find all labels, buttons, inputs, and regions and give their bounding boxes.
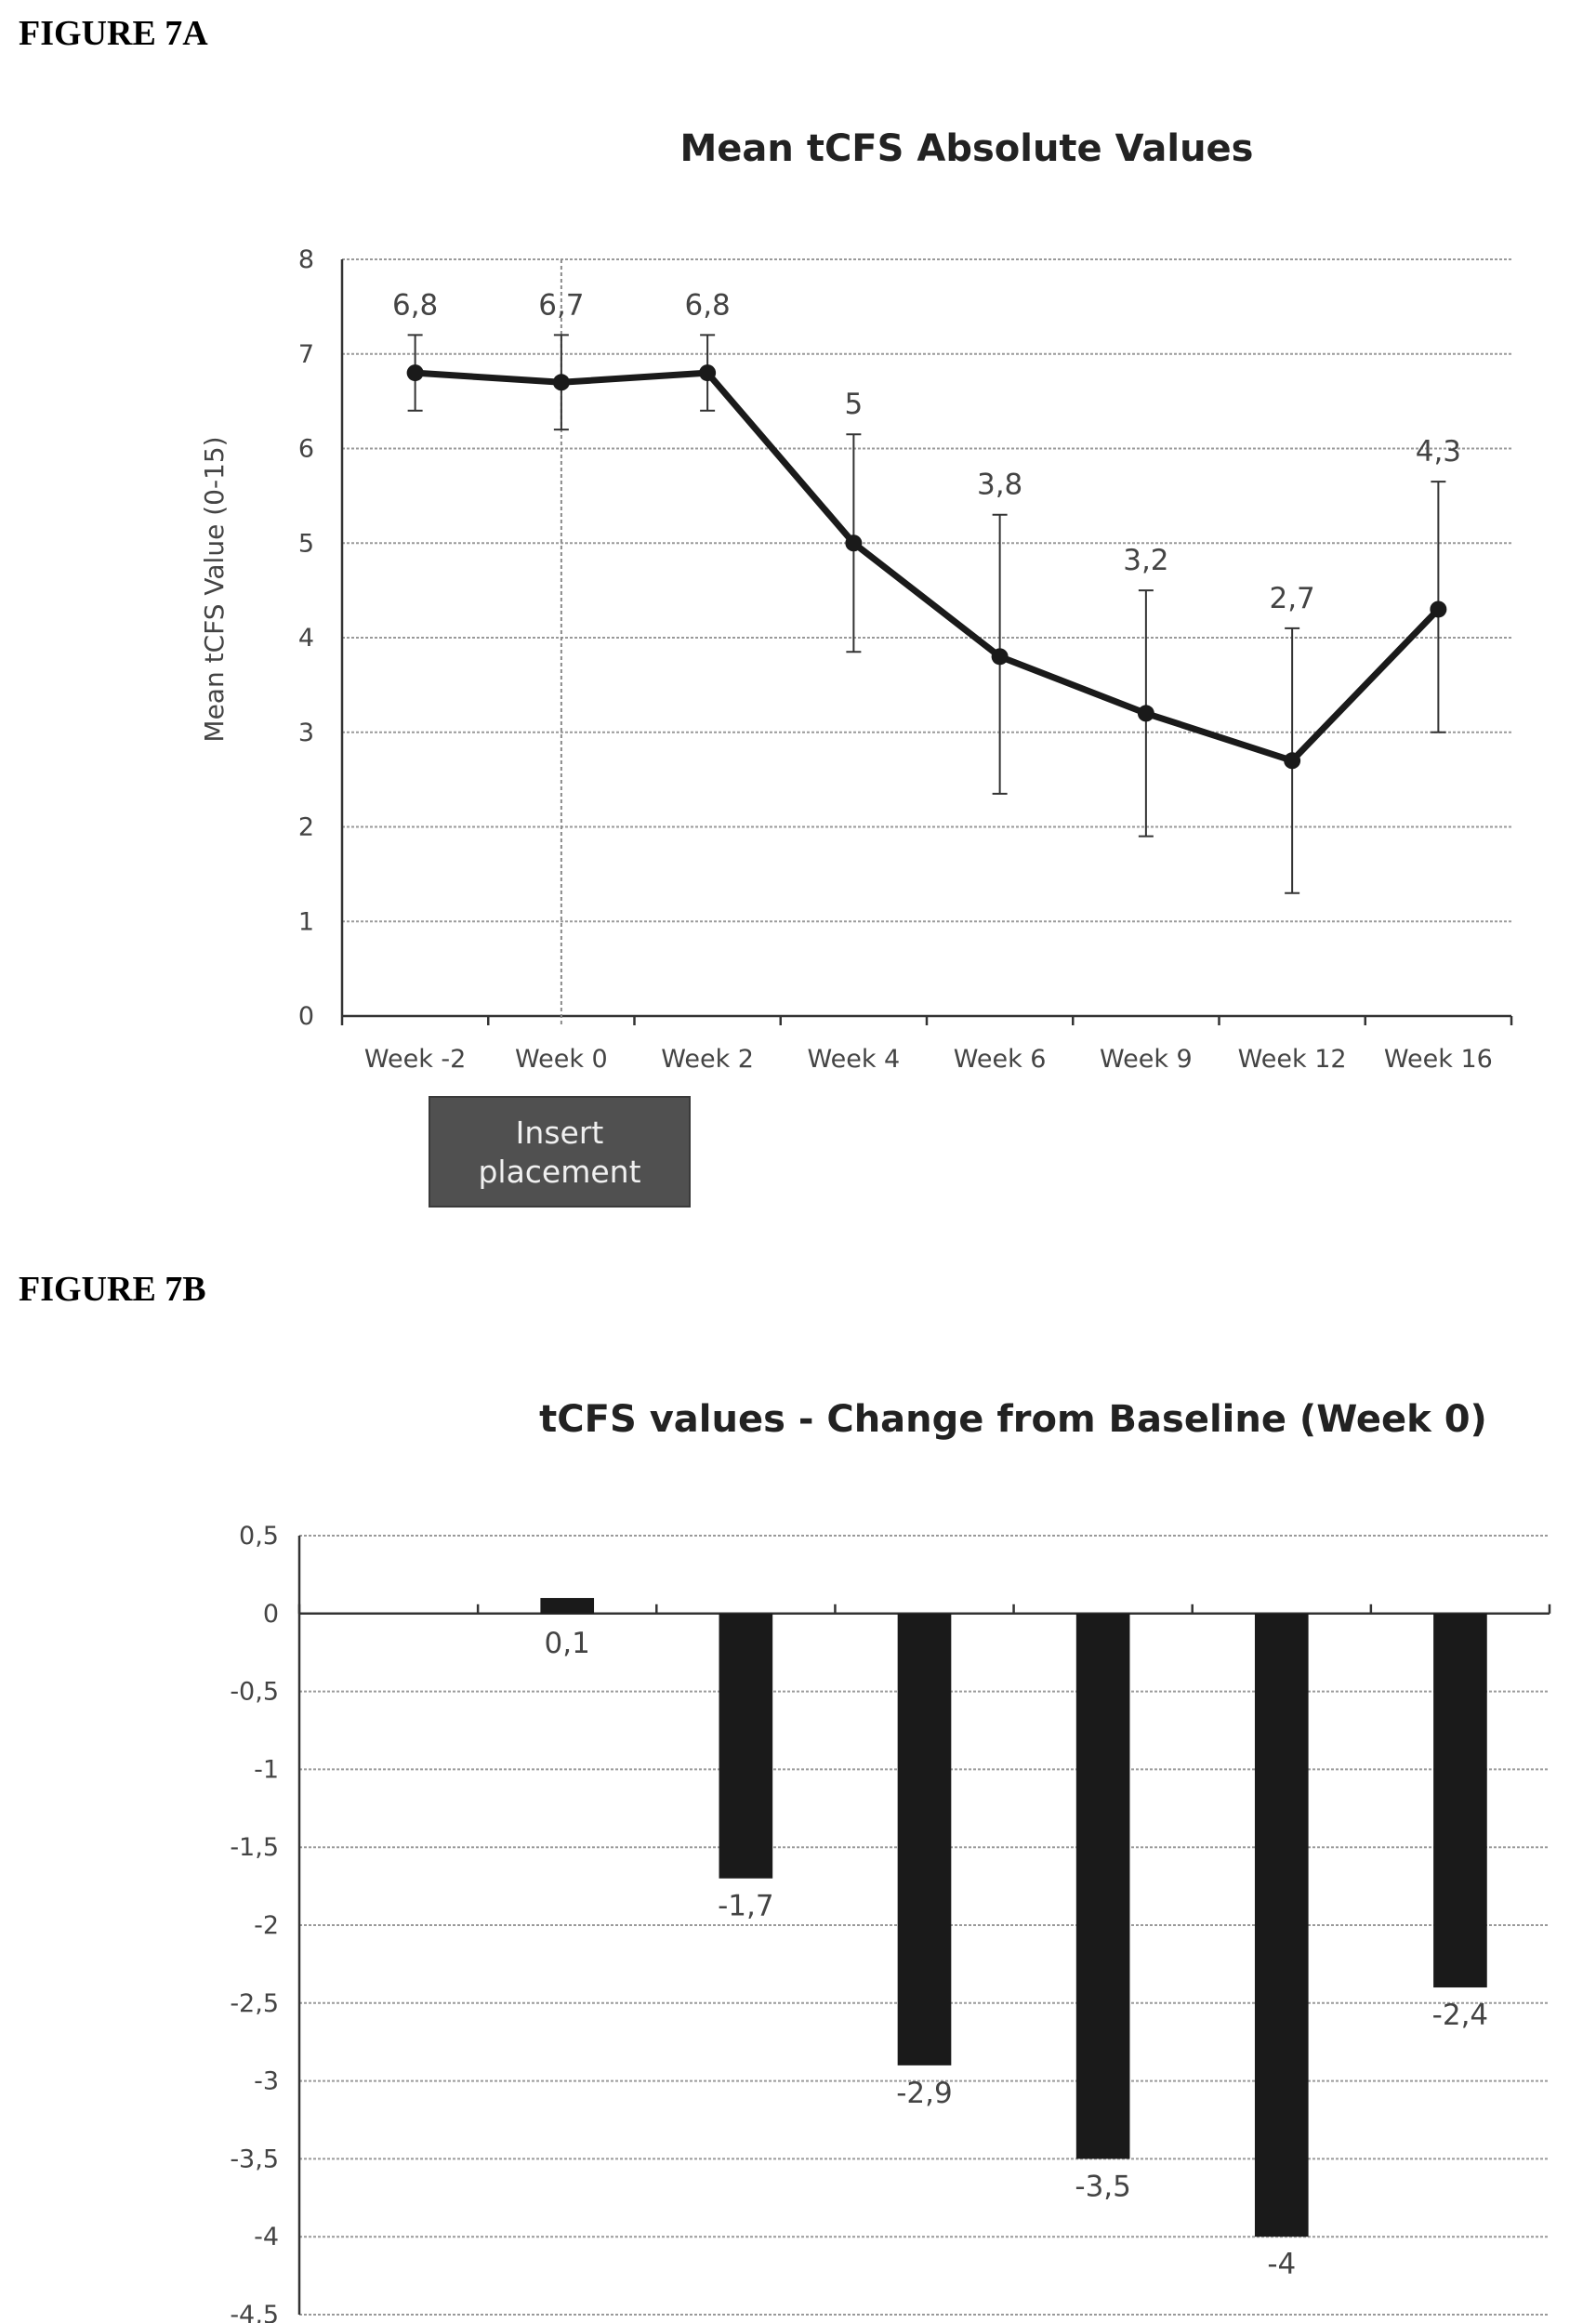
- gridlines: [342, 258, 1511, 923]
- data-point: [1137, 705, 1154, 722]
- y-tick-label: -2,5: [230, 1989, 279, 2018]
- y-tick-label: 4: [298, 624, 314, 653]
- data-point: [1430, 601, 1447, 618]
- tick-labels: 0,5 0 -0,5 -1 -1,5 -2 -2,5 -3 -3,5 -4 -4,5: [230, 1522, 279, 2323]
- y-axis-label: Mean tCFS Value (0-15): [199, 436, 230, 742]
- data-point: [991, 648, 1009, 666]
- data-label: 3,2: [1123, 544, 1168, 577]
- data-label: -2,9: [896, 2077, 953, 2110]
- y-tick-label: 3: [298, 719, 314, 747]
- x-tick-label: Week 2: [661, 1045, 754, 1074]
- y-tick-label: 2: [298, 813, 314, 842]
- chart-7b: tCFS values - Change from Baseline (Week…: [230, 1398, 1551, 2323]
- y-tick-label: -1,5: [230, 1833, 279, 1862]
- bar: [1254, 1613, 1309, 2237]
- data-label: -4: [1267, 2248, 1296, 2281]
- data-point: [845, 535, 863, 552]
- x-tick-label: Week 12: [1238, 1045, 1347, 1074]
- data-labels: 0,1 -1,7 -2,9 -3,5 -4 -2,4: [545, 1627, 1489, 2281]
- data-label: 6,8: [392, 288, 438, 322]
- y-tick-label: -1: [254, 1755, 279, 1784]
- insert-placement-label: Insert placement: [478, 1115, 640, 1190]
- x-tick-label: Week 16: [1384, 1045, 1493, 1074]
- bar: [1433, 1613, 1487, 1988]
- bar: [540, 1598, 595, 1614]
- data-label: -1,7: [718, 1890, 774, 1923]
- x-tick-label: Week 9: [1100, 1045, 1193, 1074]
- data-point: [1284, 752, 1301, 770]
- insert-placement-box: Insert placement: [429, 1096, 691, 1208]
- bar: [1075, 1613, 1130, 2159]
- x-tick-label: Week 6: [954, 1045, 1047, 1074]
- x-tick-label: Week 0: [515, 1045, 608, 1074]
- y-tick-label: -2: [254, 1911, 279, 1940]
- y-tick-label: 8: [298, 245, 314, 274]
- x-tick-label: Week -2: [364, 1045, 466, 1074]
- y-tick-label: -0,5: [230, 1678, 279, 1707]
- axes: [340, 259, 1513, 1027]
- figure-7b-label: FIGURE 7B: [19, 1270, 206, 1309]
- y-tick-label: 5: [298, 529, 314, 558]
- data-labels: 6,8 6,7 6,8 5 3,8 3,2 2,7 4,3: [392, 288, 1461, 614]
- y-tick-label: -3,5: [230, 2145, 279, 2173]
- data-point: [406, 364, 424, 382]
- y-tick-label: 7: [298, 340, 314, 369]
- y-tick-label: 1: [298, 907, 314, 936]
- data-label: 6,7: [538, 288, 584, 322]
- x-tick-label: Week 4: [808, 1045, 901, 1074]
- y-tick-label: 0,5: [239, 1522, 279, 1551]
- y-tick-label: 0: [298, 1002, 314, 1031]
- y-tick-label: 6: [298, 435, 314, 464]
- bar: [897, 1613, 952, 2066]
- bar: [719, 1613, 773, 1879]
- data-label: 5: [845, 388, 864, 421]
- data-label: 0,1: [545, 1627, 590, 1660]
- chart-title: Mean tCFS Absolute Values: [680, 127, 1254, 170]
- chart-title: tCFS values - Change from Baseline (Week…: [539, 1398, 1487, 1441]
- data-point: [699, 364, 717, 382]
- data-point: [552, 374, 570, 391]
- data-label: 6,8: [684, 288, 730, 322]
- y-tick-label: -4,5: [230, 2301, 279, 2323]
- y-tick-label: 0: [263, 1600, 279, 1629]
- data-label: 2,7: [1269, 582, 1314, 615]
- data-label: 4,3: [1416, 435, 1461, 469]
- chart-7a: Mean tCFS Absolute Values Mean tCFS Valu…: [199, 127, 1513, 1208]
- annotation-line: Insert: [516, 1115, 604, 1151]
- bars: [540, 1598, 1487, 2237]
- data-label: 3,8: [977, 469, 1022, 502]
- tick-labels: 0 1 2 3 4 5 6 7 8 Week -2 Week 0 Week 2 Week 4 Week 6…: [298, 245, 1493, 1074]
- data-label: -3,5: [1075, 2170, 1131, 2203]
- y-tick-label: -3: [254, 2067, 279, 2096]
- y-tick-label: -4: [254, 2223, 279, 2251]
- series-polyline: [415, 369, 1441, 764]
- figure-7a-label: FIGURE 7A: [19, 14, 208, 53]
- annotation-line: placement: [478, 1154, 640, 1190]
- data-label: -2,4: [1432, 1999, 1489, 2032]
- series-line: [406, 364, 1447, 770]
